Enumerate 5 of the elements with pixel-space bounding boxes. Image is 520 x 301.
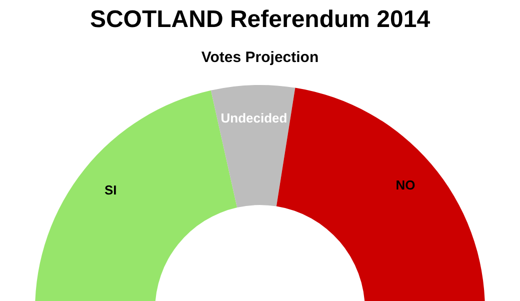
chart-subtitle: Votes Projection: [201, 49, 319, 66]
slice-label: NO: [396, 178, 416, 193]
slice-label: Undecided: [220, 110, 288, 126]
chart-title: SCOTLAND Referendum 2014: [90, 6, 431, 33]
slice-label: SI: [104, 182, 117, 198]
